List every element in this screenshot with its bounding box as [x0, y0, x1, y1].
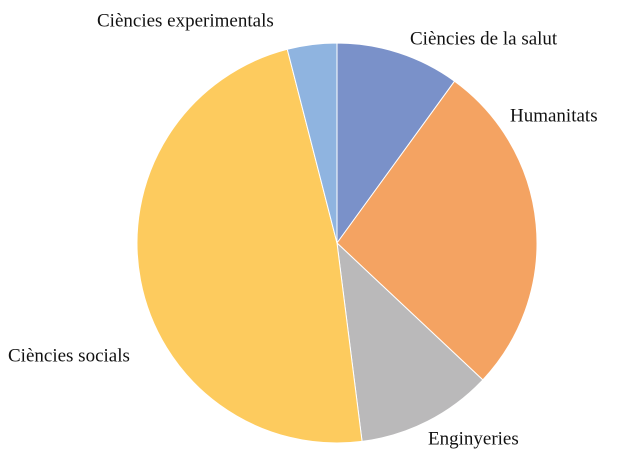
- pie-slice: [336, 42, 456, 245]
- pie-slice: [336, 241, 484, 442]
- slice-label: Ciències socials: [8, 345, 130, 366]
- slice-label: Humanitats: [510, 105, 598, 126]
- slice-label: Ciències de la salut: [410, 28, 558, 49]
- pie-slice: [336, 80, 538, 381]
- pie-slice: [286, 42, 338, 244]
- slice-label: Ciències experimentals: [97, 10, 274, 31]
- slice-label: Enginyeries: [428, 428, 519, 449]
- pie-slice: [136, 48, 363, 444]
